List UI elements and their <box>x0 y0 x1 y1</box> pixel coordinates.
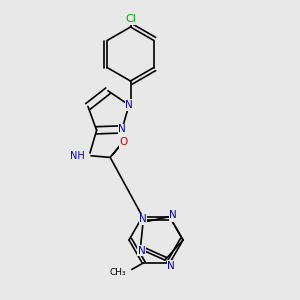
Text: N: N <box>167 261 175 271</box>
Text: O: O <box>119 137 128 147</box>
Text: N: N <box>169 212 177 222</box>
Text: CH₃: CH₃ <box>110 268 126 277</box>
Text: N: N <box>138 246 146 256</box>
Text: N: N <box>139 214 147 224</box>
Text: N: N <box>125 100 133 110</box>
Text: N: N <box>125 100 133 110</box>
Text: N: N <box>118 124 126 134</box>
Text: Cl: Cl <box>125 14 136 25</box>
Text: N: N <box>169 210 177 220</box>
Text: NH: NH <box>70 151 85 161</box>
